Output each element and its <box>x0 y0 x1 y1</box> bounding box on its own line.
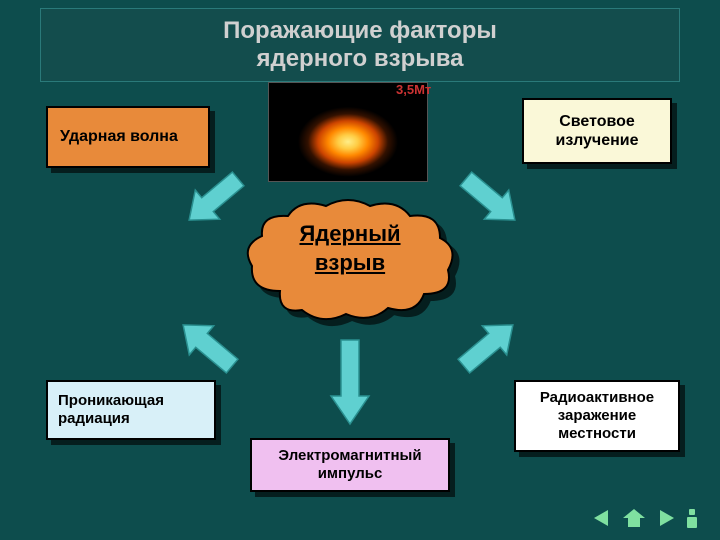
arrow-bot-left <box>168 310 258 390</box>
box-emp: Электромагнитный импульс <box>250 438 450 492</box>
box-radiation-label: Проникающая радиация <box>58 392 210 428</box>
nav-home-button[interactable] <box>620 506 648 530</box>
title-line2: ядерного взрыва <box>41 45 679 73</box>
box-light: Световое излучение <box>522 98 672 164</box>
box-contamination-label: Радиоактивное заражение местности <box>520 389 674 443</box>
center-line2: взрыв <box>315 250 385 275</box>
center-line1: Ядерный <box>299 221 400 246</box>
arrow-top-left <box>174 160 264 230</box>
arrow-top-right <box>440 160 530 230</box>
box-contamination: Радиоактивное заражение местности <box>514 380 680 452</box>
title-bar: Поражающие факторы ядерного взрыва <box>40 8 680 82</box>
nav-forward-button[interactable] <box>652 506 680 530</box>
box-shockwave-label: Ударная волна <box>60 127 178 146</box>
box-emp-label: Электромагнитный импульс <box>256 447 444 483</box>
nav-back-button[interactable] <box>588 506 616 530</box>
photo-label: 3,5Мт <box>396 82 431 97</box>
arrow-bot-center <box>320 330 380 430</box>
box-shockwave: Ударная волна <box>46 106 210 168</box>
arrow-bot-right <box>438 310 528 390</box>
nav-info-button[interactable] <box>684 506 712 530</box>
box-light-label: Световое излучение <box>528 112 666 150</box>
center-label: Ядерный взрыв <box>240 220 460 277</box>
title-line1: Поражающие факторы <box>41 17 679 45</box>
box-radiation: Проникающая радиация <box>46 380 216 440</box>
explosion-photo <box>268 82 428 182</box>
